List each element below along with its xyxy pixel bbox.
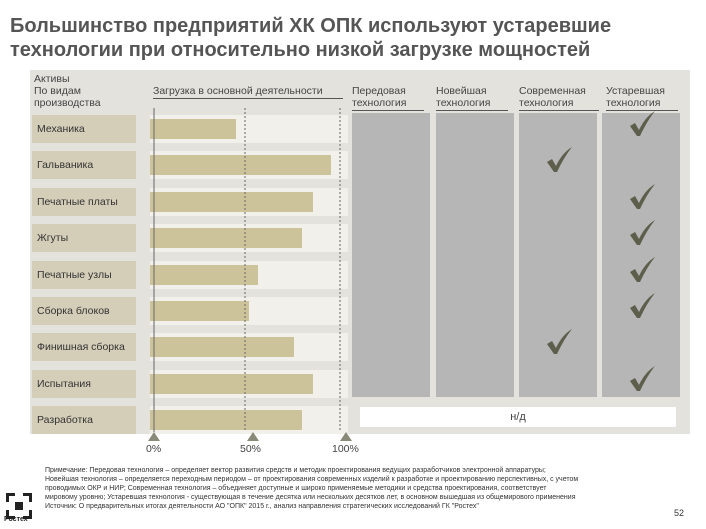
bar-track — [150, 151, 348, 179]
footnote-line: проводимых ОКР и НИР; Современная технол… — [45, 485, 547, 492]
row-label: Испытания — [32, 370, 136, 398]
footnote-line: мировому уровню; Устаревшая технология -… — [45, 494, 576, 501]
checkmark-icon — [630, 184, 655, 209]
bar-track — [150, 188, 348, 216]
checkmark-icon — [630, 257, 655, 282]
row-label: Печатные узлы — [32, 261, 136, 289]
bar-track — [150, 297, 348, 325]
load-bar — [150, 119, 236, 139]
load-bar — [150, 155, 331, 175]
logo-text: Ростех — [4, 516, 28, 523]
load-bar — [150, 301, 249, 321]
row-label: Жгуты — [32, 224, 136, 252]
tick-marker-0 — [148, 432, 160, 441]
header-load: Загрузка в основной деятельности — [153, 85, 343, 99]
checkmark-icon — [630, 220, 655, 245]
header-assets-sub: По видам производства — [34, 85, 101, 109]
bar-track — [150, 370, 348, 398]
footnote-line: Новейшая технология – определяется перех… — [45, 476, 579, 483]
load-bar — [150, 192, 314, 212]
checkmark-icon — [630, 293, 655, 318]
tick-marker-100 — [340, 432, 352, 441]
footnote-source: Источник: О предварительных итогах деяте… — [45, 503, 479, 510]
header-assets-title: Активы — [34, 73, 70, 85]
load-bar — [150, 410, 302, 430]
bar-track — [150, 333, 348, 361]
load-bar — [150, 228, 302, 248]
row-label: Механика — [32, 115, 136, 143]
tick-label-50: 50% — [240, 443, 262, 455]
footnote-line: Примечание: Передовая технология – опред… — [45, 467, 546, 474]
checkmark-icon — [547, 329, 572, 354]
load-bar — [150, 265, 259, 285]
header-advanced: Передовая технология — [352, 85, 424, 111]
checkmark-icon — [630, 111, 655, 136]
tech-column-advanced — [352, 113, 430, 397]
bar-track — [150, 406, 348, 434]
header-modern: Современная технология — [519, 85, 599, 111]
row-label: Печатные платы — [32, 188, 136, 216]
footnote: Примечание: Передовая технология – опред… — [45, 466, 665, 511]
row-label: Гальваника — [32, 151, 136, 179]
tech-column-newest — [436, 113, 514, 397]
bar-track — [150, 115, 348, 143]
row-label: Финишная сборка — [32, 333, 136, 361]
tick-marker-50 — [247, 432, 259, 441]
row-label: Сборка блоков — [32, 297, 136, 325]
checkmark-icon — [630, 366, 655, 391]
row-label: Разработка — [32, 406, 136, 434]
tick-label-0: 0% — [146, 443, 162, 455]
tech-column-outdated — [602, 113, 680, 397]
load-bar — [150, 374, 314, 394]
header-newest: Новейшая технология — [436, 85, 508, 111]
header-assets: Активы По видам производства — [34, 73, 139, 109]
bar-track — [150, 224, 348, 252]
rostec-logo-icon — [6, 493, 32, 519]
na-box: н/д — [360, 407, 676, 427]
tick-label-100: 100% — [332, 443, 359, 455]
checkmark-icon — [547, 147, 572, 172]
page-number: 52 — [674, 508, 685, 518]
page-title: Большинство предприятий ХК ОПК использую… — [10, 15, 612, 61]
load-bar — [150, 337, 295, 357]
bar-track — [150, 261, 348, 289]
header-outdated: Устаревшая технология — [606, 85, 678, 111]
